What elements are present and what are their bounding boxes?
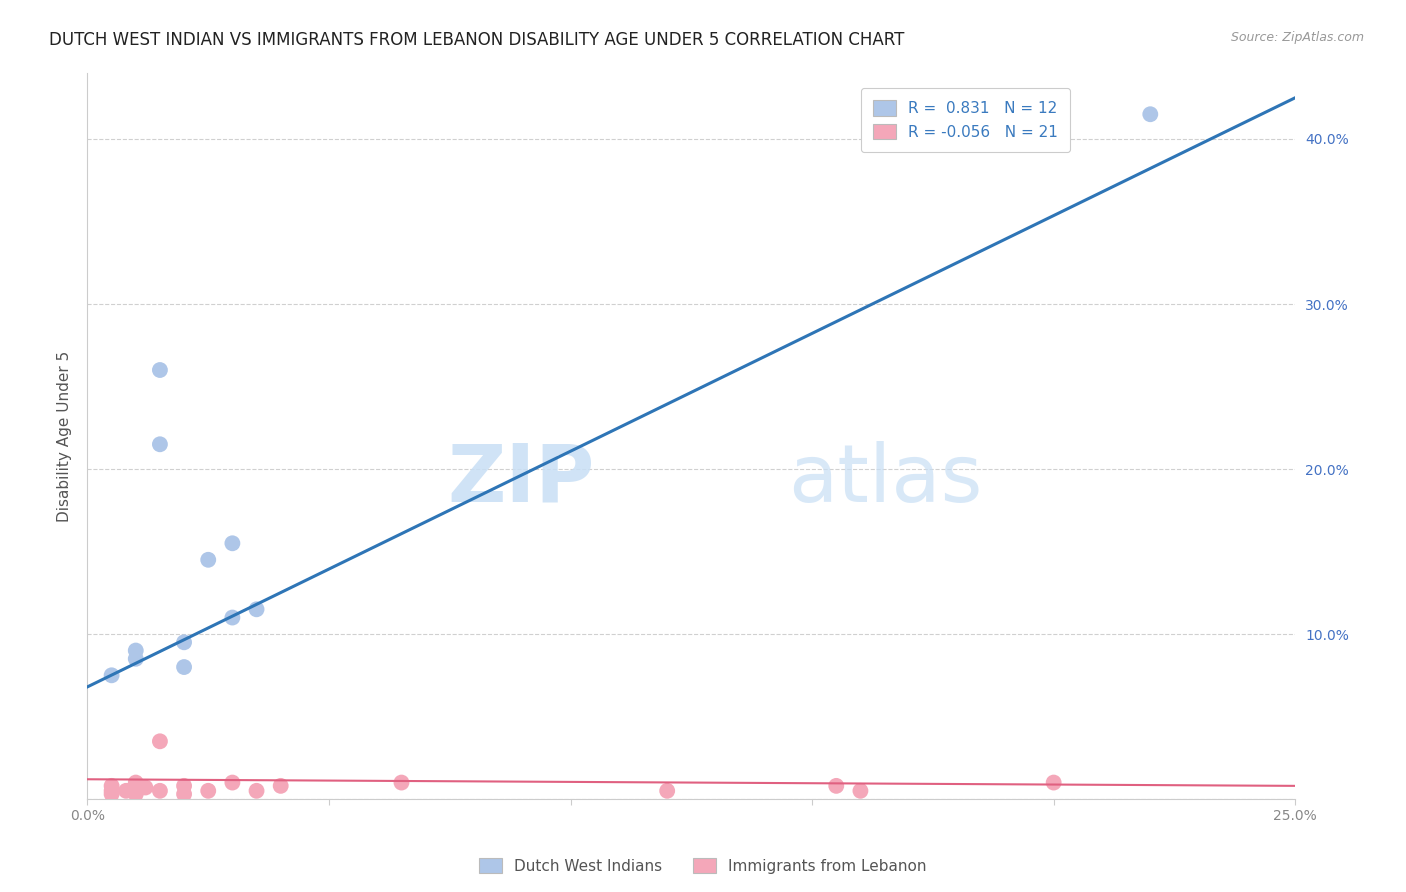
Point	[270, 779, 292, 793]
Point	[173, 779, 195, 793]
Point	[391, 775, 413, 789]
Point	[173, 635, 195, 649]
Point	[125, 787, 148, 801]
Point	[1139, 107, 1161, 121]
Point	[245, 602, 267, 616]
Point	[849, 784, 872, 798]
Point	[134, 780, 156, 795]
Point	[173, 787, 195, 801]
Legend: R =  0.831   N = 12, R = -0.056   N = 21: R = 0.831 N = 12, R = -0.056 N = 21	[860, 88, 1070, 152]
Point	[1042, 775, 1064, 789]
Point	[173, 660, 195, 674]
Point	[100, 787, 122, 801]
Point	[100, 784, 122, 798]
Legend: Dutch West Indians, Immigrants from Lebanon: Dutch West Indians, Immigrants from Leba…	[474, 852, 932, 880]
Point	[657, 784, 679, 798]
Text: ZIP: ZIP	[447, 441, 595, 518]
Point	[149, 363, 172, 377]
Y-axis label: Disability Age Under 5: Disability Age Under 5	[58, 351, 72, 522]
Point	[115, 784, 138, 798]
Point	[125, 784, 148, 798]
Point	[221, 536, 243, 550]
Point	[149, 784, 172, 798]
Point	[149, 437, 172, 451]
Point	[100, 668, 122, 682]
Text: atlas: atlas	[787, 441, 983, 518]
Point	[825, 779, 848, 793]
Text: Source: ZipAtlas.com: Source: ZipAtlas.com	[1230, 31, 1364, 45]
Point	[221, 610, 243, 624]
Text: DUTCH WEST INDIAN VS IMMIGRANTS FROM LEBANON DISABILITY AGE UNDER 5 CORRELATION : DUTCH WEST INDIAN VS IMMIGRANTS FROM LEB…	[49, 31, 904, 49]
Point	[125, 775, 148, 789]
Point	[221, 775, 243, 789]
Point	[149, 734, 172, 748]
Point	[245, 784, 267, 798]
Point	[197, 553, 219, 567]
Point	[197, 784, 219, 798]
Point	[125, 643, 148, 657]
Point	[100, 779, 122, 793]
Point	[125, 652, 148, 666]
